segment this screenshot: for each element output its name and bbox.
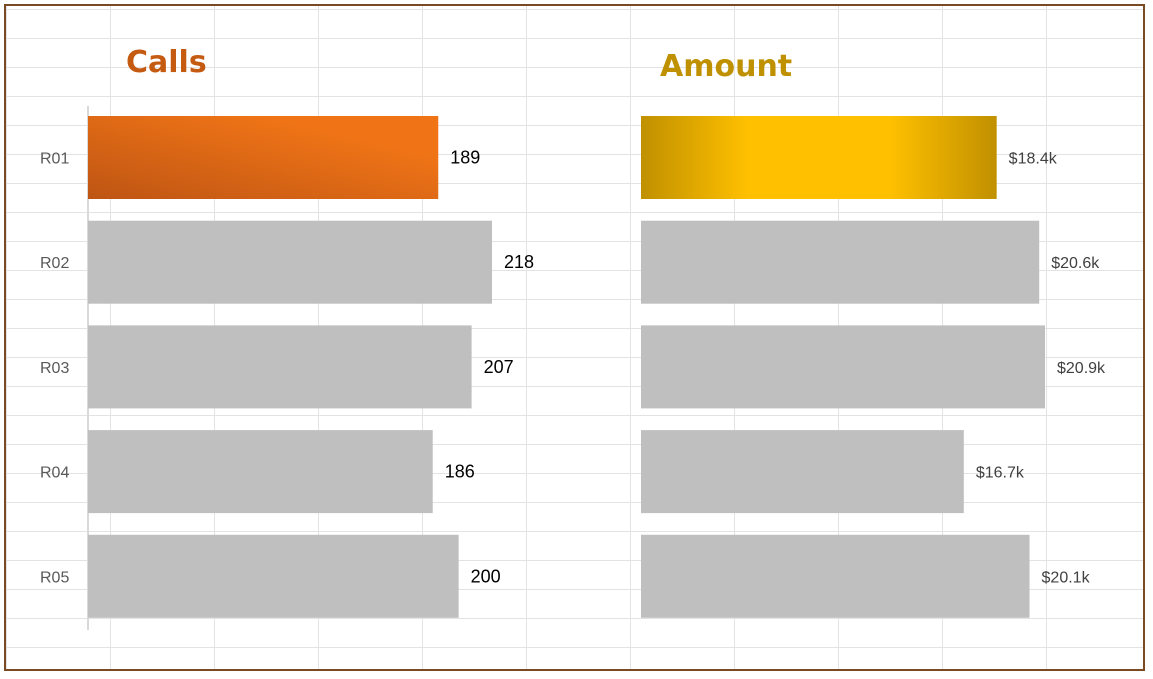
amount-bar-r03 [641, 325, 1045, 409]
calls-bar-r04 [88, 430, 433, 514]
bar-charts: 189 R01 218 R02 207 R03 186 R04 200 R05 $18.4k $20… [40, 106, 1106, 630]
amount-bar-r04 [641, 430, 964, 514]
calls-value-label: 189 [450, 148, 480, 168]
amount-value-label: $18.4k [1009, 151, 1058, 168]
chart-frame: Calls Amount 189 R01 218 R02 207 R03 186 R04 200… [4, 4, 1145, 671]
category-label-r04: R04 [40, 465, 69, 482]
amount-bar-r05 [641, 534, 1030, 618]
calls-value-label: 200 [471, 566, 501, 586]
calls-bar-r05 [88, 534, 459, 618]
calls-value-label: 218 [504, 252, 534, 272]
calls-bar-r02 [88, 220, 492, 304]
amount-value-label: $20.1k [1042, 569, 1091, 586]
category-label-r02: R02 [40, 255, 69, 272]
amount-value-label: $20.9k [1057, 360, 1106, 377]
category-label-r03: R03 [40, 360, 69, 377]
calls-value-label: 186 [445, 462, 475, 482]
calls-chart-title: Calls [126, 45, 207, 80]
calls-bar-r01 [88, 116, 439, 199]
amount-value-label: $20.6k [1051, 255, 1100, 272]
amount-chart-title: Amount [660, 49, 793, 84]
category-label-r01: R01 [40, 151, 69, 168]
calls-chart: 189 R01 218 R02 207 R03 186 R04 200 R05 [40, 116, 534, 618]
amount-value-label: $16.7k [976, 465, 1025, 482]
calls-bar-r03 [88, 325, 472, 409]
calls-value-label: 207 [484, 357, 514, 377]
category-label-r05: R05 [40, 569, 69, 586]
amount-bar-r02 [641, 220, 1040, 304]
amount-bar-r01 [641, 116, 997, 199]
amount-chart: $18.4k $20.6k $20.9k $16.7k $20.1k [641, 116, 1106, 618]
